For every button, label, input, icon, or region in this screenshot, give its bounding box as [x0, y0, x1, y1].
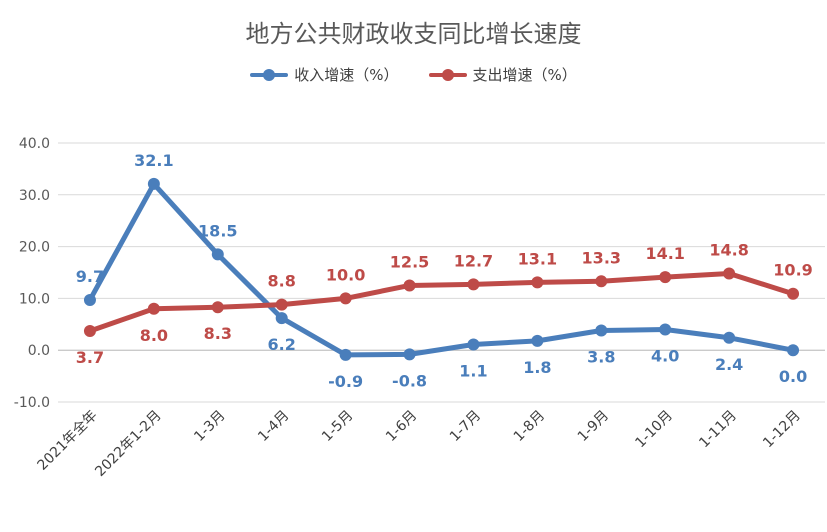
- data-label: 12.5: [390, 252, 429, 271]
- x-tick-label: 1-3月: [191, 408, 228, 445]
- data-label: 32.1: [134, 151, 173, 170]
- legend-item-expense: 支出增速（%）: [428, 64, 577, 85]
- data-point: [723, 267, 736, 280]
- data-label: -0.8: [392, 371, 427, 390]
- y-tick-label: 20.0: [19, 240, 50, 256]
- y-tick-label: 10.0: [19, 291, 50, 307]
- series-line-expense: [87, 271, 796, 334]
- legend: 收入增速（%） 支出增速（%）: [0, 64, 827, 85]
- data-label: 0.0: [779, 367, 807, 386]
- y-tick-label: 30.0: [19, 188, 50, 204]
- data-point: [211, 301, 224, 314]
- x-tick-label: 1-11月: [696, 408, 740, 452]
- data-point: [83, 293, 96, 306]
- x-tick-label: 1-4月: [255, 408, 292, 445]
- x-tick-label: 1-12月: [760, 408, 804, 452]
- legend-item-income: 收入增速（%）: [250, 64, 399, 85]
- y-tick-label: 40.0: [19, 136, 50, 152]
- x-tick-label: 2022年1-2月: [92, 408, 164, 480]
- data-label: 12.7: [454, 251, 493, 270]
- data-point: [659, 323, 672, 336]
- data-point: [787, 287, 800, 300]
- data-point: [595, 275, 608, 288]
- data-label: -0.9: [328, 372, 363, 391]
- data-label: 18.5: [198, 221, 237, 240]
- data-label: 13.1: [518, 249, 557, 268]
- data-label: 9.7: [76, 267, 104, 286]
- data-point: [339, 292, 352, 305]
- data-label: 8.3: [204, 324, 232, 343]
- legend-swatch-expense: [428, 68, 467, 81]
- legend-label-income: 收入增速（%）: [294, 66, 399, 84]
- data-point: [531, 276, 544, 289]
- data-label: 14.1: [645, 244, 684, 263]
- data-point: [467, 338, 480, 351]
- data-point: [147, 177, 160, 190]
- x-tick-label: 1-5月: [319, 408, 356, 445]
- data-label: 13.3: [582, 248, 621, 267]
- x-tick-label: 1-10月: [632, 408, 676, 452]
- data-point: [339, 348, 352, 361]
- data-label: 4.0: [651, 346, 679, 365]
- data-point: [275, 312, 288, 325]
- data-point: [531, 334, 544, 347]
- x-tick-label: 1-9月: [575, 408, 612, 445]
- legend-label-expense: 支出增速（%）: [472, 66, 577, 84]
- data-point: [403, 279, 416, 292]
- legend-swatch-income: [250, 68, 289, 81]
- data-label: 1.1: [459, 362, 487, 381]
- y-tick-label: -10.0: [14, 395, 50, 411]
- chart-title: 地方公共财政收支同比增长速度: [245, 20, 582, 48]
- series-line-income: [87, 181, 796, 358]
- data-point: [787, 344, 800, 357]
- data-point: [595, 324, 608, 337]
- data-point: [147, 302, 160, 315]
- data-label: 3.8: [587, 348, 615, 367]
- x-tick-label: 1-7月: [447, 408, 484, 445]
- x-tick-label: 1-8月: [511, 408, 548, 445]
- data-label: 8.0: [140, 326, 168, 345]
- data-label: 2.4: [715, 355, 743, 374]
- x-tick-label: 2021年全年: [34, 407, 101, 474]
- data-label: 1.8: [523, 358, 551, 377]
- data-point: [659, 271, 672, 284]
- y-tick-label: 0.0: [28, 343, 50, 359]
- data-label: 10.9: [773, 261, 812, 280]
- data-label: 6.2: [268, 335, 296, 354]
- data-label: 14.8: [709, 241, 748, 260]
- data-point: [467, 278, 480, 291]
- x-tick-label: 1-6月: [383, 408, 420, 445]
- data-point: [211, 248, 224, 261]
- data-label: 3.7: [76, 348, 104, 367]
- data-label: 8.8: [268, 272, 296, 291]
- data-point: [275, 298, 288, 311]
- data-label: 10.0: [326, 265, 365, 284]
- data-point: [403, 348, 416, 361]
- data-point: [83, 325, 96, 338]
- data-point: [723, 331, 736, 344]
